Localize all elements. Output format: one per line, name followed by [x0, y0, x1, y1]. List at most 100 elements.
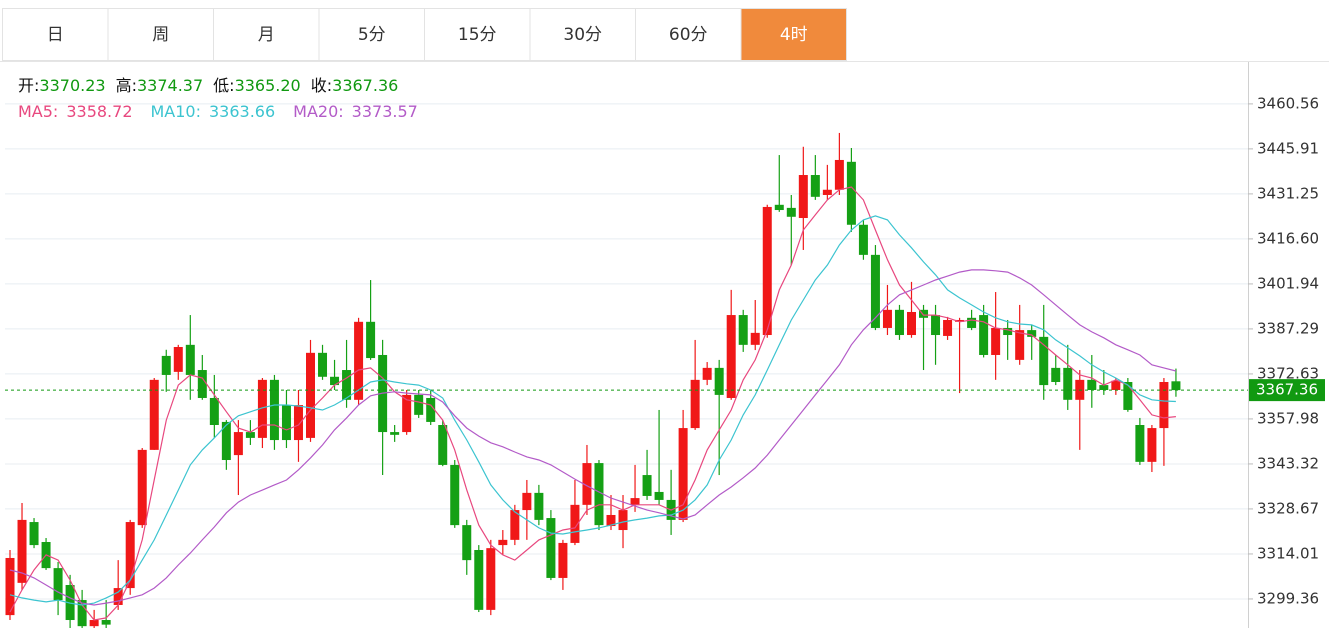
- ma-legend: MA5: 3358.72 MA10: 3363.66 MA20: 3373.57: [18, 102, 418, 121]
- candle-body: [173, 346, 183, 372]
- candle-body: [654, 491, 664, 500]
- quote-value: 3367.36: [332, 76, 398, 95]
- candle-body: [281, 405, 291, 441]
- candle-body: [943, 319, 953, 336]
- candle-body: [762, 206, 772, 336]
- legend-value: 3358.72: [66, 102, 132, 121]
- candle-body: [293, 405, 303, 441]
- tab-box[interactable]: [318, 8, 425, 61]
- candle-body: [1003, 327, 1013, 336]
- candle-body: [546, 518, 556, 578]
- tab[interactable]: 月: [213, 8, 320, 61]
- candle-body: [354, 321, 364, 400]
- tab-box[interactable]: [213, 8, 320, 61]
- y-tick-label: 3431.25: [1257, 184, 1319, 202]
- tab-box[interactable]: [635, 8, 742, 61]
- candle-body: [306, 352, 315, 438]
- candle-body: [702, 367, 712, 380]
- price-tag-label: 3367.36: [1256, 381, 1318, 399]
- candle-body: [846, 161, 856, 225]
- legend-name: MA5:: [18, 102, 58, 121]
- tab[interactable]: 5分: [318, 8, 425, 61]
- tab[interactable]: 4时: [740, 8, 847, 61]
- candle-body: [967, 317, 977, 328]
- ma-line: [9, 215, 1176, 606]
- candle-body: [474, 549, 484, 610]
- candle-body: [1111, 380, 1121, 390]
- candle-body: [113, 588, 123, 605]
- tab-box[interactable]: [2, 8, 109, 61]
- candle-body: [1135, 425, 1145, 462]
- y-tick-label: 3343.32: [1257, 454, 1319, 472]
- y-tick-label: 3328.67: [1257, 499, 1319, 517]
- tab-box[interactable]: [740, 8, 847, 61]
- candle-body: [1099, 385, 1109, 390]
- quote-label: 开:: [18, 76, 39, 95]
- candle-body: [582, 463, 592, 505]
- candle-body: [858, 224, 868, 255]
- candle-body: [89, 620, 99, 627]
- tab-label[interactable]: 15分: [458, 25, 497, 45]
- tab-label[interactable]: 月: [258, 25, 275, 45]
- tab[interactable]: 60分: [635, 8, 742, 61]
- candle-body: [606, 514, 616, 527]
- candle-body: [342, 370, 352, 400]
- candle-body: [642, 475, 652, 496]
- candle-body: [1015, 330, 1025, 360]
- candle-body: [269, 379, 279, 441]
- quote-label: 收:: [311, 76, 332, 95]
- candle-body: [257, 379, 267, 438]
- quote-value: 3365.20: [235, 76, 301, 95]
- tab[interactable]: 日: [2, 8, 109, 61]
- candle-body: [245, 432, 255, 438]
- candle-body: [450, 464, 460, 526]
- tab-box[interactable]: [529, 8, 636, 61]
- candle-body: [5, 557, 15, 616]
- tab-box[interactable]: [107, 8, 214, 61]
- candle-body: [979, 315, 989, 355]
- candle-body: [402, 394, 412, 433]
- y-tick-label: 3314.01: [1257, 544, 1319, 562]
- price-tag: [1249, 379, 1325, 402]
- y-tick-label: 3416.60: [1257, 229, 1319, 247]
- candle-body: [726, 315, 736, 398]
- candle-body: [1039, 336, 1049, 386]
- candle-body: [738, 315, 748, 345]
- candle-body: [570, 504, 580, 543]
- quote-value: 3374.37: [137, 76, 203, 95]
- tab-label[interactable]: 30分: [563, 25, 602, 45]
- quote-value: 3370.23: [39, 76, 105, 95]
- candle-body: [77, 600, 87, 627]
- tab[interactable]: 15分: [424, 8, 531, 61]
- legend-name: MA10:: [151, 102, 202, 121]
- candle-body: [438, 425, 448, 465]
- candle-body: [125, 522, 135, 589]
- tab[interactable]: 30分: [529, 8, 636, 61]
- candle-body: [870, 254, 880, 328]
- candle-body: [822, 189, 832, 195]
- quote-line: 开:3370.23 高:3374.37 低:3365.20 收:3367.36: [18, 76, 398, 95]
- candle-body: [534, 492, 544, 520]
- candle-body: [630, 498, 640, 505]
- tab-label[interactable]: 60分: [669, 25, 708, 45]
- tab-label[interactable]: 周: [152, 25, 169, 45]
- candle-body: [486, 548, 496, 610]
- candle-body: [149, 379, 159, 450]
- tab-label[interactable]: 5分: [358, 25, 386, 45]
- candle-body: [678, 428, 688, 520]
- candle-body: [931, 315, 941, 336]
- candle-body: [882, 309, 892, 328]
- candle-body: [1159, 382, 1169, 429]
- legend-value: 3363.66: [209, 102, 275, 121]
- tab-label[interactable]: 4时: [780, 25, 808, 45]
- tab-box[interactable]: [424, 8, 531, 61]
- candle-body: [1027, 330, 1037, 337]
- candle-body: [414, 394, 424, 415]
- tab-label[interactable]: 日: [47, 25, 64, 45]
- tab[interactable]: 周: [107, 8, 214, 61]
- quote-label: 高:: [116, 76, 137, 95]
- candle-body: [17, 519, 27, 583]
- candle-body: [366, 321, 376, 359]
